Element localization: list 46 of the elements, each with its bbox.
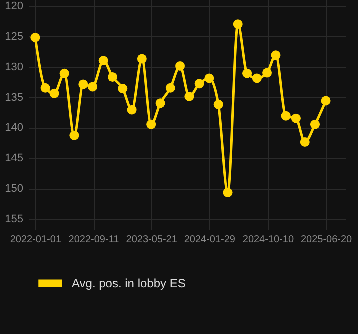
y-tick-label: 135	[5, 92, 24, 104]
point	[108, 72, 118, 82]
point	[300, 138, 310, 148]
point	[137, 54, 147, 64]
point	[321, 96, 331, 106]
point	[70, 130, 80, 140]
point	[146, 120, 156, 130]
point	[291, 114, 301, 124]
x-tick-label: 2025-06-20	[300, 234, 353, 246]
point	[242, 68, 252, 78]
legend-label: Avg. pos. in lobby ES	[72, 276, 186, 290]
point	[78, 80, 88, 90]
y-tick-label: 150	[5, 183, 24, 196]
y-tick-label: 120	[5, 0, 24, 13]
point	[166, 83, 176, 93]
point	[98, 56, 108, 66]
y-tick-label: 125	[5, 30, 24, 43]
point	[30, 32, 40, 42]
point	[223, 188, 233, 198]
point	[194, 79, 204, 89]
y-tick-label: 140	[5, 122, 24, 134]
point	[60, 68, 70, 78]
x-tick-label: 2022-09-11	[68, 234, 120, 246]
y-tick-label: 130	[5, 61, 24, 74]
point	[50, 88, 60, 98]
x-tick-label: 2024-01-29	[184, 234, 236, 246]
point	[40, 83, 50, 93]
point	[310, 120, 320, 130]
x-tick-label: 2023-05-21	[126, 234, 178, 246]
point	[118, 84, 128, 94]
point	[204, 74, 214, 84]
point	[271, 50, 281, 60]
point	[214, 100, 224, 110]
point	[262, 68, 272, 78]
x-tick-label: 2024-10-10	[242, 234, 294, 246]
y-tick-label: 145	[5, 152, 24, 165]
point	[176, 62, 186, 72]
point	[127, 105, 137, 115]
point	[184, 92, 194, 102]
point	[233, 20, 243, 30]
point	[281, 111, 291, 121]
point	[156, 98, 166, 108]
point	[252, 74, 262, 84]
x-tick-label: 2022-01-01	[10, 234, 62, 246]
point	[88, 82, 98, 92]
y-tick-label: 155	[5, 213, 24, 226]
